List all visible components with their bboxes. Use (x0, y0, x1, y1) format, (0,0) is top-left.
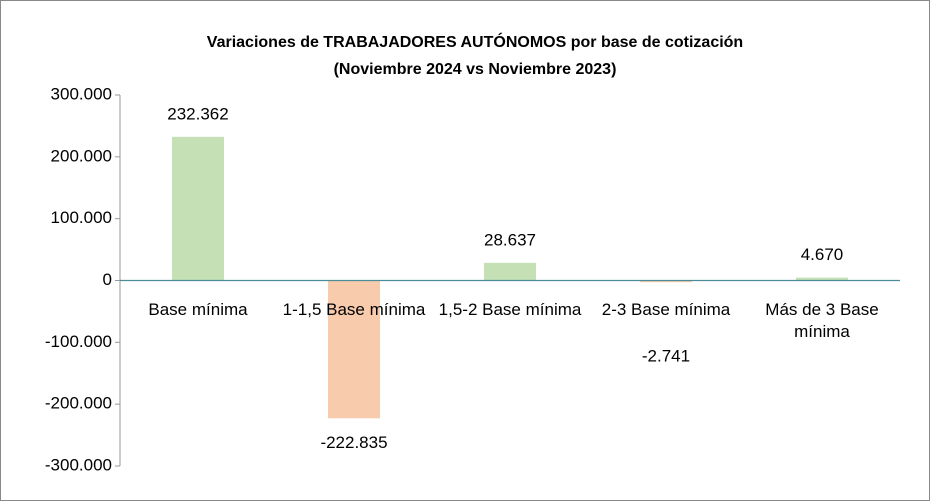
x-tick-label: 1-1,5 Base mínima (282, 299, 426, 319)
value-label: 4.670 (801, 245, 844, 264)
bar (484, 262, 536, 281)
value-label: 28.637 (484, 230, 536, 249)
value-label: -2.741 (642, 346, 690, 365)
bar (328, 280, 380, 419)
bar (640, 280, 692, 283)
value-label: 232.362 (167, 104, 228, 123)
y-tick-label: -100.000 (45, 332, 112, 351)
y-tick-label: 0 (103, 270, 112, 289)
y-tick-label: -200.000 (45, 394, 112, 413)
bar (796, 277, 848, 281)
x-tick-label: Base mínima (148, 299, 248, 319)
value-label: -222.835 (320, 433, 387, 452)
y-tick-label: 100.000 (51, 208, 112, 227)
y-tick-label: 200.000 (51, 146, 112, 165)
y-tick-label: 300.000 (51, 84, 112, 103)
x-tick-label: Más de 3 Base mínima (765, 299, 879, 341)
chart-title: Variaciones de TRABAJADORES AUTÓNOMOS po… (207, 32, 743, 51)
chart-subtitle: (Noviembre 2024 vs Noviembre 2023) (334, 61, 617, 78)
x-tick-label: 1,5-2 Base mínima (438, 299, 582, 319)
bar (172, 136, 224, 281)
x-tick-label: 2-3 Base mínima (601, 299, 731, 319)
y-tick-label: -300.000 (45, 455, 112, 474)
